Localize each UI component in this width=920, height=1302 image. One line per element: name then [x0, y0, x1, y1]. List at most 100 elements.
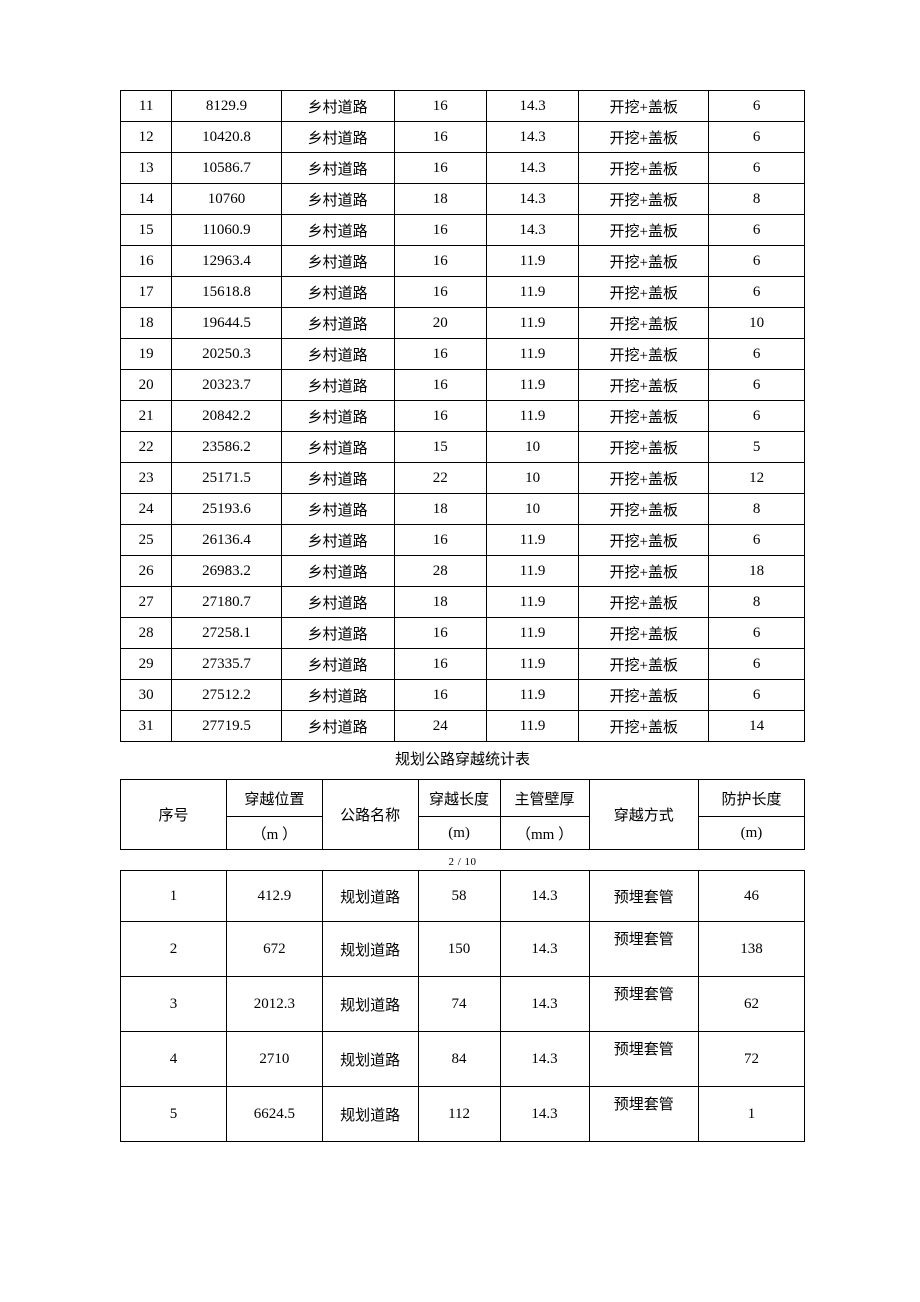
- table-cell: 14.3: [500, 977, 589, 1032]
- table-cell: 14.3: [500, 871, 589, 922]
- table-row: 1410760乡村道路1814.3开挖+盖板8: [121, 184, 805, 215]
- table-cell: 138: [698, 922, 804, 977]
- table-cell: 开挖+盖板: [579, 91, 709, 122]
- table-row: 3127719.5乡村道路2411.9开挖+盖板14: [121, 711, 805, 742]
- table-cell: 16: [394, 277, 486, 308]
- table-cell: 乡村道路: [281, 401, 394, 432]
- col-header-wall-thickness: 主管壁厚: [500, 780, 589, 817]
- table-row: 1310586.7乡村道路1614.3开挖+盖板6: [121, 153, 805, 184]
- table-cell: 乡村道路: [281, 618, 394, 649]
- table-cell: 20: [394, 308, 486, 339]
- table-cell: 10: [709, 308, 805, 339]
- table-cell: 11.9: [486, 401, 578, 432]
- table-cell: 2710: [227, 1032, 323, 1087]
- table-row: 2526136.4乡村道路1611.9开挖+盖板6: [121, 525, 805, 556]
- table-cell: 乡村道路: [281, 308, 394, 339]
- table-cell: 开挖+盖板: [579, 339, 709, 370]
- table-cell: 1: [121, 871, 227, 922]
- table-cell: 规划道路: [322, 977, 418, 1032]
- table-cell: 14.3: [486, 153, 578, 184]
- table-cell: 28: [121, 618, 172, 649]
- table-cell: 27512.2: [172, 680, 281, 711]
- table-cell: 乡村道路: [281, 556, 394, 587]
- table-cell: 25193.6: [172, 494, 281, 525]
- table-cell: 29: [121, 649, 172, 680]
- table-cell: 14.3: [486, 91, 578, 122]
- table-cell: 672: [227, 922, 323, 977]
- table-cell: 乡村道路: [281, 246, 394, 277]
- table-cell: 20: [121, 370, 172, 401]
- table-cell: 14.3: [486, 122, 578, 153]
- table-cell: 12963.4: [172, 246, 281, 277]
- col-header-road-name: 公路名称: [322, 780, 418, 850]
- table-row: 2325171.5乡村道路2210开挖+盖板12: [121, 463, 805, 494]
- table-cell: 预埋套管: [589, 1032, 698, 1087]
- table-cell: 15618.8: [172, 277, 281, 308]
- table-cell: 16: [394, 618, 486, 649]
- table-cell: 2: [121, 922, 227, 977]
- table-cell: 21: [121, 401, 172, 432]
- table-cell: 预埋套管: [589, 977, 698, 1032]
- table-cell: 开挖+盖板: [579, 432, 709, 463]
- table-cell: 10586.7: [172, 153, 281, 184]
- table-cell: 25171.5: [172, 463, 281, 494]
- table-cell: 16: [394, 122, 486, 153]
- table-cell: 乡村道路: [281, 432, 394, 463]
- table-cell: 开挖+盖板: [579, 122, 709, 153]
- table-cell: 20250.3: [172, 339, 281, 370]
- table-cell: 27180.7: [172, 587, 281, 618]
- table-cell: 开挖+盖板: [579, 153, 709, 184]
- table-cell: 开挖+盖板: [579, 525, 709, 556]
- table-cell: 10420.8: [172, 122, 281, 153]
- table-cell: 1: [698, 1087, 804, 1142]
- table-cell: 开挖+盖板: [579, 308, 709, 339]
- table-cell: 8129.9: [172, 91, 281, 122]
- table-cell: 24: [121, 494, 172, 525]
- col-unit-protect-length: (m): [698, 817, 804, 850]
- table-row: 1715618.8乡村道路1611.9开挖+盖板6: [121, 277, 805, 308]
- table-cell: 26136.4: [172, 525, 281, 556]
- table-cell: 26983.2: [172, 556, 281, 587]
- table-cell: 11060.9: [172, 215, 281, 246]
- table-cell: 150: [418, 922, 500, 977]
- table-cell: 11.9: [486, 618, 578, 649]
- table-cell: 规划道路: [322, 871, 418, 922]
- col-unit-position: （m ）: [227, 817, 323, 850]
- table-cell: 10: [486, 463, 578, 494]
- table-cell: 16: [394, 649, 486, 680]
- table-cell: 乡村道路: [281, 587, 394, 618]
- table-cell: 6: [709, 370, 805, 401]
- table-cell: 11.9: [486, 246, 578, 277]
- table-cell: 14.3: [486, 215, 578, 246]
- table-cell: 22: [121, 432, 172, 463]
- table-cell: 11.9: [486, 649, 578, 680]
- table-cell: 11.9: [486, 308, 578, 339]
- table-cell: 19644.5: [172, 308, 281, 339]
- table-row: 2020323.7乡村道路1611.9开挖+盖板6: [121, 370, 805, 401]
- table-cell: 开挖+盖板: [579, 463, 709, 494]
- table-cell: 18: [394, 587, 486, 618]
- table-cell: 72: [698, 1032, 804, 1087]
- table-cell: 19: [121, 339, 172, 370]
- table-cell: 6: [709, 401, 805, 432]
- table-cell: 2012.3: [227, 977, 323, 1032]
- table-cell: 27258.1: [172, 618, 281, 649]
- table-cell: 20323.7: [172, 370, 281, 401]
- table-cell: 乡村道路: [281, 215, 394, 246]
- table-cell: 112: [418, 1087, 500, 1142]
- table-cell: 16: [394, 339, 486, 370]
- table-cell: 6: [709, 122, 805, 153]
- table-row: 3027512.2乡村道路1611.9开挖+盖板6: [121, 680, 805, 711]
- table-cell: 3: [121, 977, 227, 1032]
- table-cell: 10: [486, 432, 578, 463]
- table-cell: 18: [394, 494, 486, 525]
- table-cell: 16: [394, 401, 486, 432]
- table-cell: 8: [709, 587, 805, 618]
- table-cell: 15: [121, 215, 172, 246]
- table-cell: 27719.5: [172, 711, 281, 742]
- table-cell: 6: [709, 277, 805, 308]
- table-cell: 开挖+盖板: [579, 618, 709, 649]
- table-cell: 14.3: [500, 1087, 589, 1142]
- table-row: 1612963.4乡村道路1611.9开挖+盖板6: [121, 246, 805, 277]
- table-cell: 18: [709, 556, 805, 587]
